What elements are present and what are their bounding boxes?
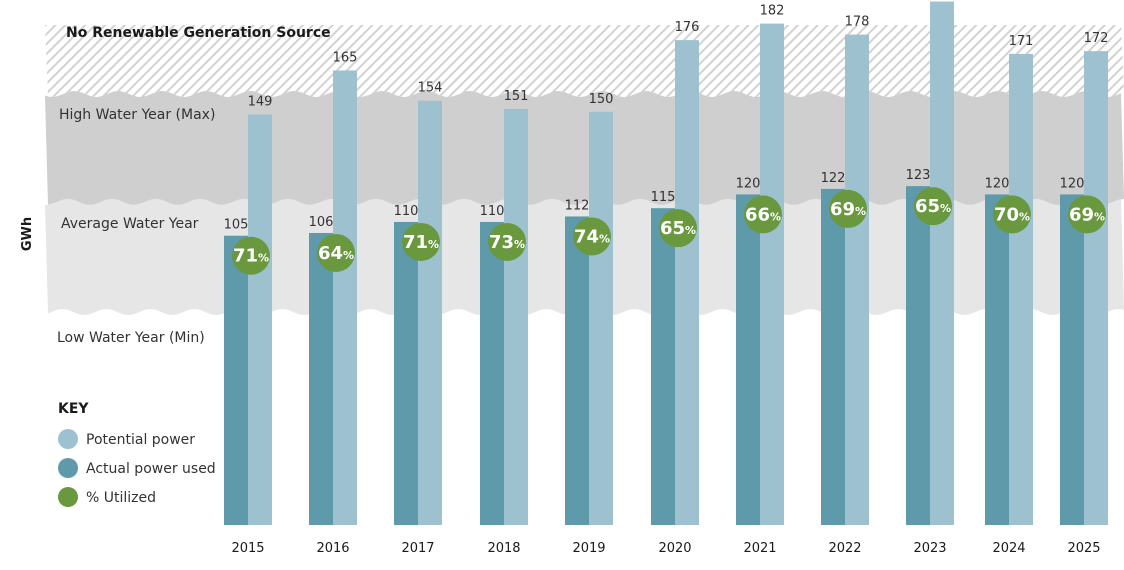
- label-actual-2025: 120: [1060, 176, 1085, 191]
- legend-label-actual: Actual power used: [86, 461, 216, 477]
- label-potential-2020: 176: [675, 20, 700, 35]
- bar-potential-2020: [675, 40, 699, 526]
- bar-potential-2017: [418, 100, 442, 525]
- x-tick-2018: 2018: [487, 541, 520, 556]
- legend-label-utilized: % Utilized: [86, 490, 156, 506]
- label-actual-2023: 123: [906, 168, 931, 183]
- x-tick-2015: 2015: [231, 541, 264, 556]
- bar-potential-2019: [589, 111, 613, 525]
- label-potential-2018: 151: [504, 89, 529, 104]
- utilized-badge-2019: [573, 217, 611, 256]
- utilized-badge-2025: [1068, 195, 1106, 234]
- x-tick-2022: 2022: [828, 541, 861, 556]
- legend: KEY Potential power Actual power used % …: [58, 401, 216, 507]
- bar-actual-2024: [985, 194, 1009, 525]
- label-potential-2021: 182: [760, 4, 785, 19]
- utilized-label-2016: 64%: [318, 243, 354, 264]
- label-actual-2016: 106: [309, 215, 334, 230]
- utilized-badge-2022: [829, 189, 867, 228]
- label-actual-2022: 122: [821, 171, 846, 186]
- label-actual-2020: 115: [651, 190, 676, 205]
- label-potential-2024: 171: [1009, 34, 1034, 49]
- legend-swatch-utilized: [58, 487, 78, 507]
- bar-actual-2025: [1060, 194, 1084, 525]
- utilized-label-2015: 71%: [233, 246, 269, 267]
- utilized-badge-2018: [488, 222, 526, 261]
- legend-swatch-potential: [58, 429, 78, 449]
- utilized-label-2022: 69%: [830, 199, 866, 220]
- bar-potential-2018: [504, 108, 528, 526]
- label-potential-2025: 172: [1084, 31, 1109, 46]
- bar-actual-2021: [736, 194, 760, 525]
- x-tick-2019: 2019: [572, 541, 605, 556]
- utilized-badge-2017: [402, 222, 440, 261]
- band-label-low-water: Low Water Year (Min): [57, 330, 205, 346]
- bars-layer: 149 105 71% 2015 165 106 64% 2016 154 110 71% 2017 1…: [224, 1, 1109, 556]
- band-label-no-renewable: No Renewable Generation Source: [66, 25, 331, 41]
- label-actual-2018: 110: [480, 204, 505, 219]
- utilized-label-2024: 70%: [994, 204, 1030, 225]
- bar-potential-2021: [760, 23, 784, 526]
- label-actual-2024: 120: [985, 176, 1010, 191]
- bar-actual-2019: [565, 216, 589, 525]
- x-tick-2025: 2025: [1067, 541, 1100, 556]
- x-tick-2024: 2024: [992, 541, 1025, 556]
- utilized-badge-2015: [232, 236, 270, 275]
- utilized-label-2021: 66%: [745, 204, 781, 225]
- utilized-badge-2023: [914, 187, 952, 226]
- label-actual-2021: 120: [736, 176, 761, 191]
- label-potential-2016: 165: [333, 50, 358, 65]
- utilized-label-2020: 65%: [660, 218, 696, 239]
- bar-actual-2023: [906, 186, 930, 525]
- utilized-badge-2024: [993, 195, 1031, 234]
- legend-label-potential: Potential power: [86, 432, 195, 448]
- x-tick-2020: 2020: [658, 541, 691, 556]
- bar-potential-2016: [333, 70, 357, 526]
- x-tick-2021: 2021: [743, 541, 776, 556]
- x-tick-2016: 2016: [316, 541, 349, 556]
- utilized-badge-2016: [317, 233, 355, 272]
- bar-potential-2024: [1009, 53, 1033, 526]
- utilized-label-2023: 65%: [915, 196, 951, 217]
- label-potential-2022: 178: [845, 15, 870, 30]
- band-label-average-water: Average Water Year: [61, 216, 199, 232]
- label-actual-2019: 112: [565, 198, 590, 213]
- label-actual-2015: 105: [224, 218, 249, 233]
- bar-actual-2015: [224, 235, 248, 525]
- utilized-label-2019: 74%: [574, 226, 610, 247]
- legend-swatch-actual: [58, 458, 78, 478]
- bar-potential-2023: [930, 1, 954, 526]
- label-actual-2017: 110: [394, 204, 419, 219]
- bar-actual-2020: [651, 208, 675, 526]
- bar-potential-2015: [248, 114, 272, 525]
- bar-potential-2022: [845, 34, 869, 526]
- utilized-label-2018: 73%: [489, 232, 525, 253]
- bar-actual-2017: [394, 221, 418, 525]
- band-label-high-water: High Water Year (Max): [59, 107, 215, 123]
- utilized-badge-2021: [744, 195, 782, 234]
- label-potential-2017: 154: [418, 81, 443, 96]
- label-potential-2019: 150: [589, 92, 614, 107]
- utilized-label-2025: 69%: [1069, 204, 1105, 225]
- utilized-badge-2020: [659, 209, 697, 248]
- label-potential-2015: 149: [248, 95, 273, 110]
- x-tick-2017: 2017: [401, 541, 434, 556]
- bar-actual-2016: [309, 232, 333, 525]
- x-tick-2023: 2023: [913, 541, 946, 556]
- bar-actual-2022: [821, 188, 845, 525]
- bar-actual-2018: [480, 221, 504, 525]
- bar-potential-2025: [1084, 51, 1108, 525]
- utilized-label-2017: 71%: [403, 232, 439, 253]
- legend-title: KEY: [58, 401, 89, 417]
- y-axis-label: GWh: [20, 217, 35, 251]
